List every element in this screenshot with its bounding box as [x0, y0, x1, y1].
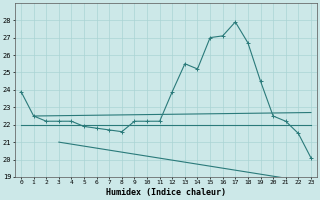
X-axis label: Humidex (Indice chaleur): Humidex (Indice chaleur) — [106, 188, 226, 197]
